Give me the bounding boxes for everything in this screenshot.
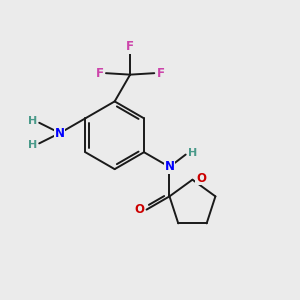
Text: H: H <box>28 116 37 126</box>
Text: N: N <box>55 127 65 140</box>
Text: H: H <box>28 140 37 150</box>
Text: F: F <box>96 67 104 80</box>
Text: N: N <box>164 160 175 173</box>
Text: O: O <box>134 203 144 216</box>
Text: H: H <box>188 148 197 158</box>
Text: F: F <box>157 67 165 80</box>
Text: F: F <box>126 40 134 53</box>
Text: O: O <box>196 172 206 185</box>
